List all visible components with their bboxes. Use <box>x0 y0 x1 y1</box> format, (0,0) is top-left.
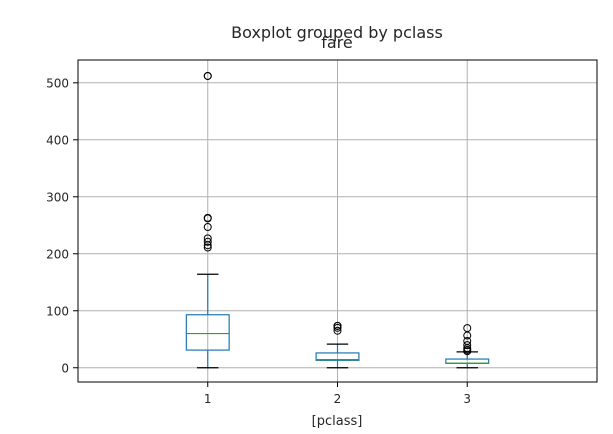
chart-title: fare <box>321 33 353 52</box>
x-tick-label: 1 <box>204 392 212 406</box>
y-tick-label: 400 <box>46 133 69 147</box>
x-tick-label: 3 <box>463 392 471 406</box>
outlier-point <box>203 71 212 80</box>
y-tick-label: 0 <box>61 361 69 375</box>
outlier-point <box>203 237 212 246</box>
y-tick-label: 500 <box>46 76 69 90</box>
y-tick-label: 300 <box>46 190 69 204</box>
outlier-point <box>333 323 342 332</box>
outlier-point <box>463 341 472 350</box>
box-group-1 <box>185 71 230 369</box>
x-tick-label: 2 <box>334 392 342 406</box>
outlier-point <box>203 234 212 243</box>
chart-suptitle: Boxplot grouped by pclass <box>231 23 443 42</box>
box-iqr <box>315 352 360 361</box>
y-tick-label: 100 <box>46 304 69 318</box>
outlier-point <box>463 324 472 333</box>
outlier-point <box>203 222 212 231</box>
box-group-2 <box>315 321 360 369</box>
outlier-point <box>333 321 342 330</box>
outlier-point <box>203 243 212 252</box>
box-iqr <box>185 314 230 351</box>
outlier-point <box>463 337 472 346</box>
outlier-point <box>203 213 212 222</box>
y-tick-label: 200 <box>46 247 69 261</box>
outlier-point <box>333 326 342 335</box>
x-axis-label: [pclass] <box>312 414 363 429</box>
box-group-3 <box>445 324 490 369</box>
